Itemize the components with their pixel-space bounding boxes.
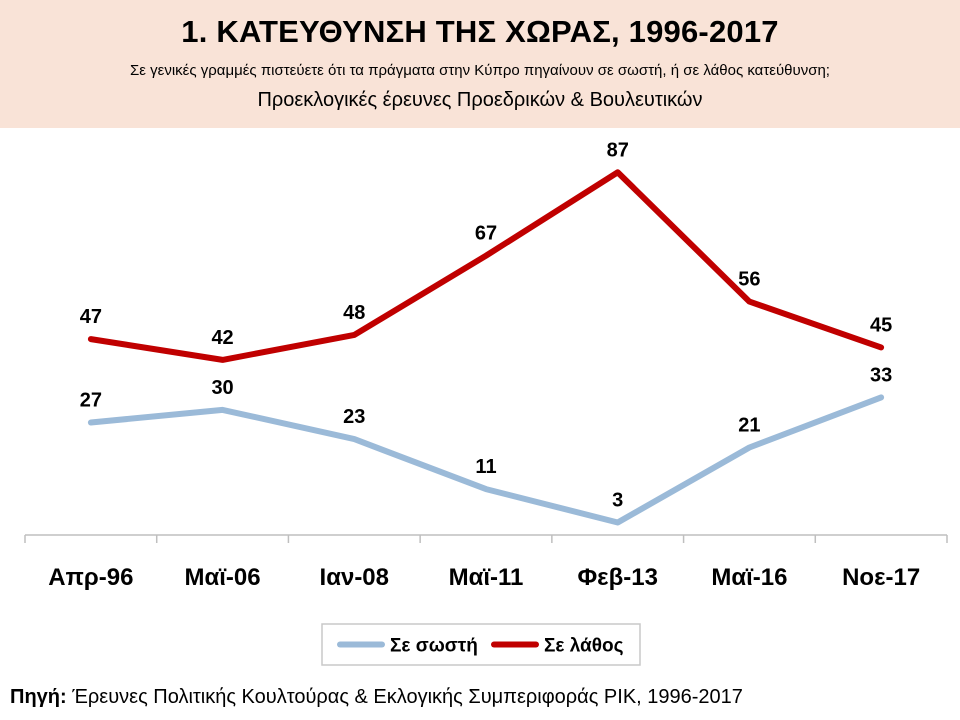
legend-label: Σε σωστή	[390, 636, 478, 657]
data-label: 33	[870, 364, 892, 386]
chart-subtitle-secondary: Προεκλογικές έρευνες Προεδρικών & Βουλευ…	[257, 89, 703, 111]
data-label: 21	[738, 414, 760, 436]
legend-label: Σε λάθος	[544, 636, 624, 657]
data-label: 67	[475, 223, 497, 245]
data-label: 56	[738, 269, 760, 291]
x-tick-label: Ιαν-08	[320, 564, 389, 591]
data-label: 3	[612, 489, 623, 511]
header-band: 1. ΚΑΤΕΥΘΥΝΣΗ ΤΗΣ ΧΩΡΑΣ, 1996-2017 Σε γε…	[0, 0, 960, 128]
source-label: Πηγή:	[10, 686, 67, 708]
series-line-wrong	[87, 169, 885, 363]
data-label: 42	[211, 327, 233, 349]
chart-title: 1. ΚΑΤΕΥΘΥΝΣΗ ΤΗΣ ΧΩΡΑΣ, 1996-2017	[181, 14, 779, 49]
series-lines	[87, 169, 885, 526]
x-tick-label: Μαϊ-11	[449, 564, 524, 591]
x-axis: Απρ-96 Μαϊ-06 Ιαν-08 Μαϊ-11 Φεβ-13 Μαϊ-16 Νοε-…	[24, 534, 948, 591]
x-tick-label: Μαϊ-06	[185, 564, 261, 591]
series-line-correct	[87, 394, 885, 526]
data-labels: 27 30 23 11 3 21 33 47 42 48 67 87 56 45	[80, 139, 893, 511]
chart-subtitle: Σε γενικές γραμμές πιστεύετε ότι τα πράγ…	[130, 62, 830, 79]
x-tick-label: Φεβ-13	[577, 564, 657, 591]
x-tick-label: Νοε-17	[842, 564, 920, 591]
data-label: 23	[343, 406, 365, 428]
data-label: 45	[870, 314, 892, 336]
data-label: 48	[343, 302, 365, 324]
data-label: 11	[475, 456, 496, 478]
legend: Σε σωστή Σε λάθος	[321, 623, 641, 666]
x-tick-label: Μαϊ-16	[711, 564, 787, 591]
data-label: 87	[607, 139, 629, 161]
data-label: 30	[211, 377, 233, 399]
data-label: 27	[80, 389, 102, 411]
data-label: 47	[80, 306, 102, 328]
x-tick-label: Απρ-96	[48, 564, 133, 591]
source-note: Πηγή: Έρευνες Πολιτικής Κουλτούρας & Εκλ…	[10, 686, 743, 709]
source-text: Έρευνες Πολιτικής Κουλτούρας & Εκλογικής…	[72, 686, 743, 708]
